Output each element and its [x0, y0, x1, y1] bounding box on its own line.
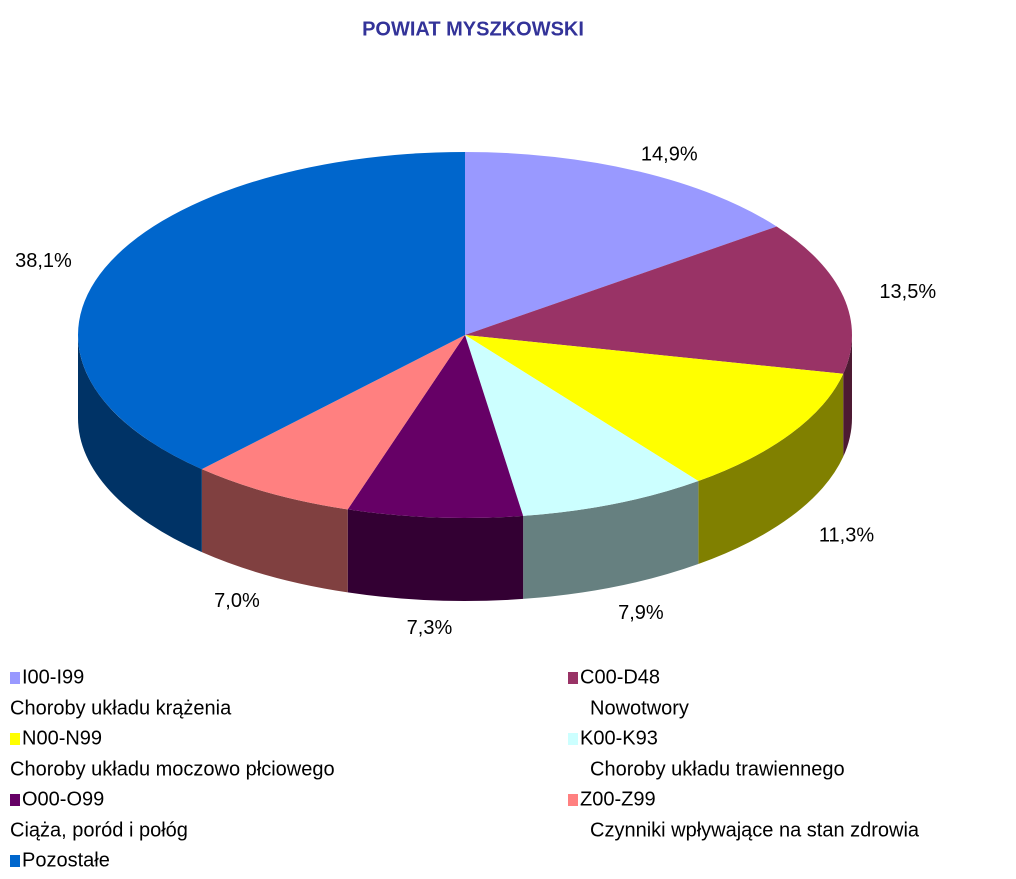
- data-label: 14,9%: [641, 144, 698, 166]
- legend-label: O00-O99: [22, 788, 104, 810]
- legend-label: Pozostałe: [22, 849, 110, 871]
- data-label: 11,3%: [819, 525, 874, 547]
- pie-slice: [465, 152, 777, 335]
- pie-slice: [78, 152, 466, 470]
- legend-swatch: [568, 733, 578, 745]
- legend-description: Nowotwory: [590, 697, 689, 719]
- pie-slice: [465, 226, 852, 374]
- data-label: 7,9%: [618, 602, 664, 624]
- pie-slice: [465, 335, 844, 481]
- legend-description: Choroby układu krążenia: [10, 697, 232, 719]
- legend-swatch: [568, 794, 578, 806]
- pie-side: [201, 469, 348, 593]
- pie-side: [843, 335, 852, 457]
- legend-swatch: [10, 672, 20, 684]
- legend-swatch: [10, 794, 20, 806]
- pie-slice: [465, 335, 699, 516]
- legend-description: Ciąża, poród i połóg: [10, 819, 188, 841]
- legend-swatch: [568, 672, 578, 684]
- legend-label: K00-K93: [580, 727, 658, 749]
- chart-title: POWIAT MYSZKOWSKI: [362, 18, 584, 40]
- pie-side: [77, 335, 202, 553]
- legend-label: N00-N99: [22, 727, 102, 749]
- pie-side: [523, 480, 699, 599]
- data-label: 38,1%: [15, 250, 72, 272]
- legend-description: Choroby układu moczowo płciowego: [10, 758, 335, 780]
- legend-label: Z00-Z99: [580, 788, 656, 810]
- data-label: 13,5%: [879, 281, 936, 303]
- pie-slice: [201, 335, 466, 510]
- legend-description: Czynniki wpływające na stan zdrowia: [590, 819, 920, 841]
- pie-side: [698, 373, 844, 564]
- legend-swatch: [10, 733, 20, 745]
- legend-swatch: [10, 855, 20, 867]
- legend-description: Choroby układu trawiennego: [590, 758, 845, 780]
- legend-label: I00-I99: [22, 666, 84, 688]
- pie-side: [347, 509, 524, 601]
- data-label: 7,0%: [214, 590, 260, 612]
- legend-label: C00-D48: [580, 666, 660, 688]
- pie-slice: [347, 335, 524, 518]
- data-label: 7,3%: [407, 617, 453, 639]
